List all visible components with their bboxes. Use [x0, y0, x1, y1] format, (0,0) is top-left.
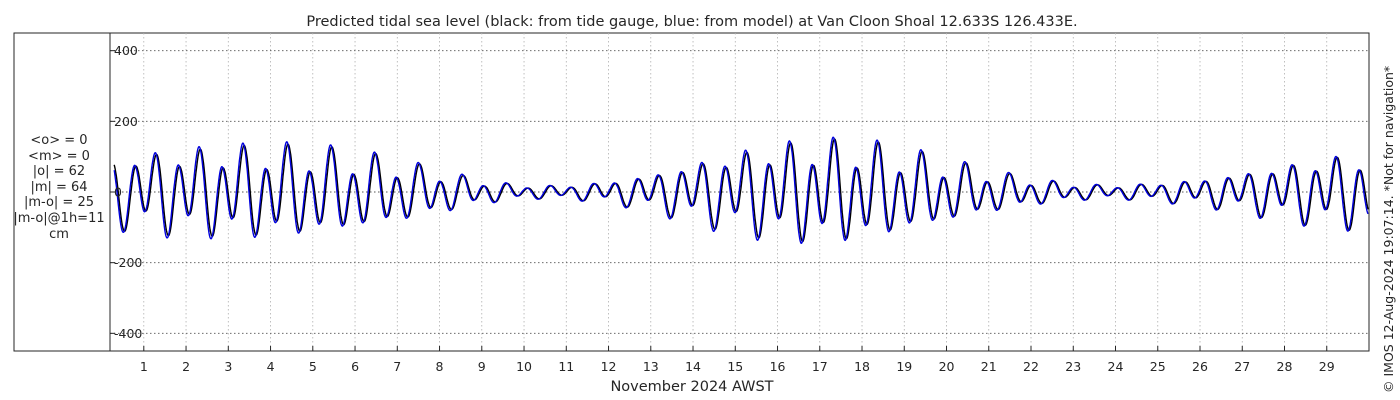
stats-line: cm	[49, 226, 69, 242]
x-tick-label: 19	[896, 359, 912, 374]
chart-title: Predicted tidal sea level (black: from t…	[306, 14, 1077, 30]
x-tick-label: 8	[436, 359, 444, 374]
x-tick-label: 1	[140, 359, 148, 374]
grid-layer	[110, 33, 1369, 351]
stats-line: |o| = 62	[32, 164, 86, 180]
y-tick-label: -200	[114, 255, 142, 270]
x-tick-label: 4	[267, 359, 275, 374]
x-axis-label: November 2024 AWST	[610, 379, 773, 395]
x-tick-label: 6	[351, 359, 359, 374]
y-tick-label: -400	[114, 326, 142, 341]
x-tick-label: 7	[393, 359, 401, 374]
x-tick-label: 12	[601, 359, 617, 374]
x-tick-label: 16	[770, 359, 786, 374]
x-tick-label: 29	[1319, 359, 1335, 374]
y-tick-label: 0	[114, 185, 122, 200]
x-tick-label: 10	[516, 359, 532, 374]
y-tick-labels: 400 200 0 -200 -400	[114, 43, 142, 341]
x-tick-label: 13	[643, 359, 659, 374]
series-line	[113, 138, 1369, 243]
x-tick-label: 25	[1150, 359, 1166, 374]
y-tick-label: 400	[114, 43, 138, 58]
x-tick-label: 5	[309, 359, 317, 374]
x-tick-label: 26	[1192, 359, 1208, 374]
plot-frame	[13, 32, 1370, 352]
x-tick-label: 22	[1023, 359, 1039, 374]
x-tick-label: 20	[939, 359, 955, 374]
stats-line: |m-o|@1h=11	[13, 210, 105, 226]
x-tick-label: 14	[685, 359, 701, 374]
x-tick-label: 24	[1108, 359, 1124, 374]
x-tick-label: 18	[854, 359, 870, 374]
stats-line: <o> = 0	[30, 133, 88, 148]
stats-box: <o> = 0 <m> = 0 |o| = 62 |m| = 64 |m-o| …	[6, 133, 112, 242]
stats-line: |m| = 64	[30, 179, 88, 195]
x-tick-label: 28	[1277, 359, 1293, 374]
stats-line: |m-o| = 25	[23, 195, 94, 211]
stats-line: <m> = 0	[28, 148, 90, 164]
x-tick-label: 9	[478, 359, 486, 374]
x-tick-label: 3	[224, 359, 232, 374]
x-tick-label: 27	[1234, 359, 1250, 374]
x-tick-label: 23	[1065, 359, 1081, 374]
y-tick-label: 200	[114, 114, 138, 129]
x-tick-label: 11	[558, 359, 574, 374]
x-tick-labels: 1 2 3 4 5 6 7 8 9 10 11 12 13 14 15 16 17 18 19 20 21 22 23 24 2…	[140, 359, 1335, 374]
x-tick-label: 17	[812, 359, 828, 374]
series-line	[113, 136, 1369, 245]
x-tick-label: 21	[981, 359, 997, 374]
axis-layer	[109, 33, 1328, 351]
x-tick-label: 15	[727, 359, 743, 374]
x-tick-label: 2	[182, 359, 190, 374]
credit-text: © IMOS 12-Aug-2024 19:07:14. *Not for na…	[1381, 65, 1396, 393]
series-layer	[113, 136, 1369, 245]
